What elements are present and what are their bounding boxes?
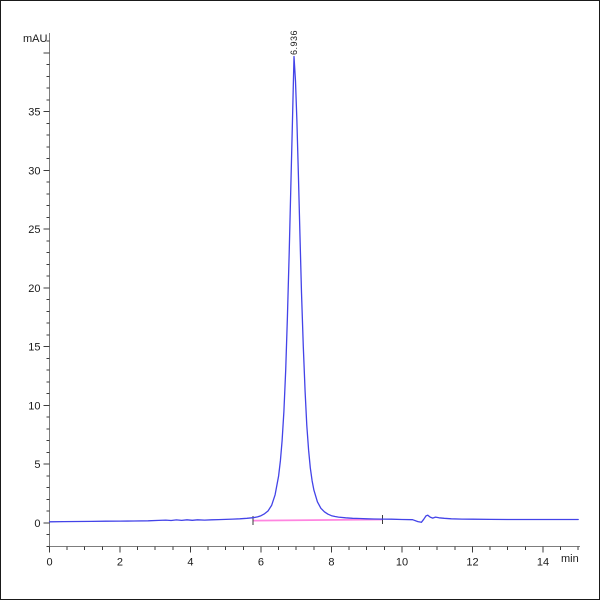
x-tick-label: 12 [466, 557, 478, 569]
y-tick-label: 25 [28, 224, 40, 236]
x-tick-label: 0 [46, 557, 52, 569]
y-tick-label: 35 [28, 107, 40, 119]
peak-retention-time-label: 6.936 [288, 29, 299, 55]
x-tick-label: 2 [117, 557, 123, 569]
y-tick-label: 20 [28, 283, 40, 295]
y-tick-label: 15 [28, 342, 40, 354]
x-tick-label: 6 [258, 557, 264, 569]
x-tick-label: 14 [537, 557, 549, 569]
x-tick-label: 4 [187, 557, 193, 569]
integration-baseline [253, 518, 383, 522]
y-tick-label: 0 [34, 518, 40, 530]
y-tick-label: 30 [28, 165, 40, 177]
y-tick-label: 5 [34, 459, 40, 471]
signal-trace [48, 55, 579, 523]
y-axis-unit-label: mAU [23, 33, 48, 45]
x-tick-label: 8 [328, 557, 334, 569]
x-axis-unit-label: min [561, 553, 579, 565]
y-tick-label: 10 [28, 400, 40, 412]
x-tick-label: 10 [396, 557, 408, 569]
